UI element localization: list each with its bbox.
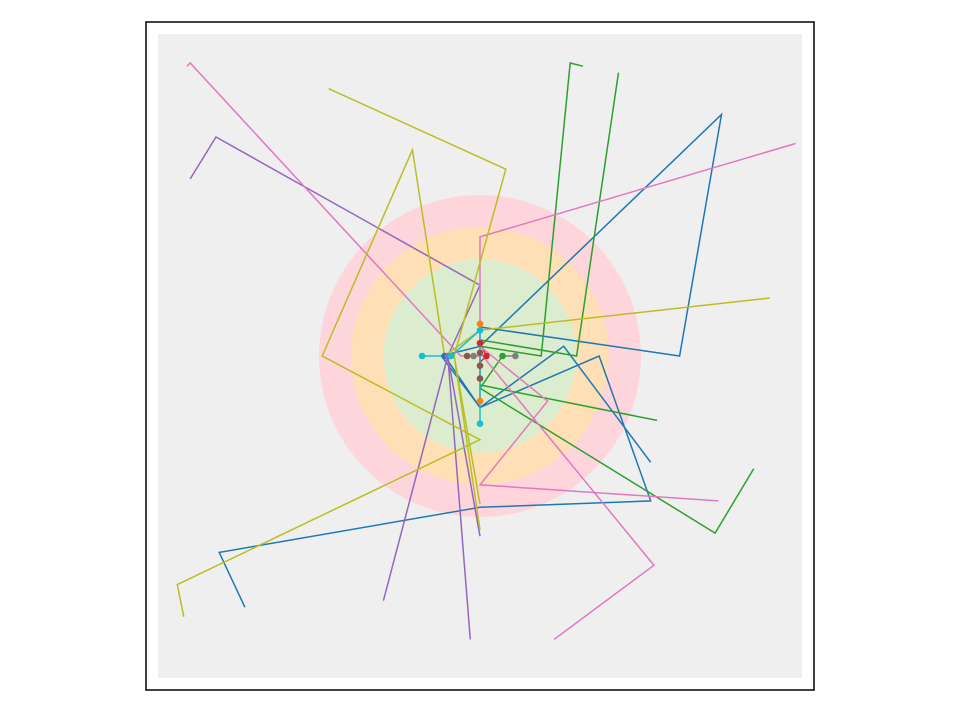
data-point-5: [463, 352, 471, 360]
data-point-13: [476, 349, 484, 357]
series-line-7: [478, 355, 755, 535]
series-line-6: [479, 384, 658, 422]
data-point-11: [476, 326, 484, 334]
data-point-4: [447, 352, 455, 360]
data-point-15: [476, 375, 484, 382]
data-point-8: [499, 352, 506, 360]
data-point-12: [476, 339, 484, 347]
series-line-19: [176, 147, 770, 617]
data-point-6: [470, 352, 477, 360]
series-line-4: [479, 62, 584, 357]
data-point-14: [476, 362, 484, 369]
data-point-16: [476, 397, 484, 405]
data-point-7: [483, 352, 490, 360]
chart-frame: [145, 21, 815, 691]
marker-group: [418, 320, 519, 427]
series-line-12: [382, 355, 449, 601]
series-line-17: [479, 352, 655, 641]
data-point-17: [476, 420, 484, 427]
data-point-1: [418, 352, 426, 360]
series-line-16: [478, 345, 719, 502]
series-line-20: [328, 88, 507, 357]
series-line-2: [440, 112, 723, 463]
series-line-5: [479, 72, 620, 357]
data-point-9: [512, 352, 519, 360]
data-point-10: [476, 320, 484, 328]
